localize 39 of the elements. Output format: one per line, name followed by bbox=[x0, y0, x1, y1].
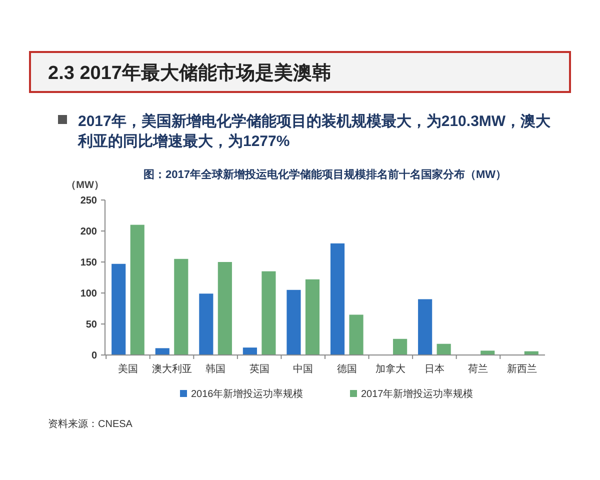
bar bbox=[262, 271, 276, 355]
x-tick-label: 中国 bbox=[293, 363, 314, 375]
legend-label: 2016年新增投运功率规模 bbox=[191, 388, 304, 400]
x-tick-label: 加拿大 bbox=[376, 363, 406, 375]
bar bbox=[436, 344, 451, 355]
bar bbox=[155, 348, 170, 355]
x-tick-label: 新西兰 bbox=[507, 363, 538, 375]
x-tick-label: 美国 bbox=[118, 363, 138, 375]
legend-label: 2017年新增投运功率规模 bbox=[361, 388, 474, 400]
bar bbox=[112, 264, 126, 355]
bar bbox=[174, 258, 188, 355]
bar bbox=[418, 299, 432, 355]
bar bbox=[286, 290, 301, 355]
bar bbox=[330, 243, 345, 355]
y-axis-title: （MW） bbox=[66, 180, 104, 191]
chart-title: 2.3 2017年最大储能市场是美澳韩 bbox=[48, 62, 331, 84]
y-tick-label: 150 bbox=[80, 258, 98, 268]
bar bbox=[218, 262, 232, 355]
text: 资料来源：CNESA bbox=[48, 418, 133, 430]
bar bbox=[480, 350, 495, 355]
x-tick-label: 荷兰 bbox=[468, 363, 488, 375]
y-tick-label: 250 bbox=[80, 196, 98, 206]
x-tick-label: 日本 bbox=[424, 363, 444, 375]
text: 图：2017年全球新增投运电化学储能项目规模排名前十名国家分布（MW） bbox=[143, 168, 507, 181]
bar bbox=[130, 224, 144, 355]
x-tick-label: 韩国 bbox=[206, 363, 226, 375]
x-tick-label: 德国 bbox=[336, 364, 357, 375]
bar bbox=[199, 294, 214, 355]
chart-subtitle: 2017年，美国新增电化学储能项目的装机规模最大，为210.3MW，澳大利亚的同比增速最大，为1277% bbox=[77, 112, 552, 150]
y-tick-label: 0 bbox=[91, 350, 98, 362]
bar bbox=[242, 348, 257, 355]
bar bbox=[305, 279, 320, 355]
y-tick-label: 200 bbox=[80, 226, 98, 238]
x-tick-label: 英国 bbox=[249, 363, 270, 375]
bar bbox=[393, 338, 408, 355]
x-tick-label: 澳大利亚 bbox=[152, 363, 192, 375]
y-tick-label: 50 bbox=[86, 320, 98, 330]
bar bbox=[349, 314, 364, 355]
y-tick-label: 100 bbox=[80, 288, 98, 300]
